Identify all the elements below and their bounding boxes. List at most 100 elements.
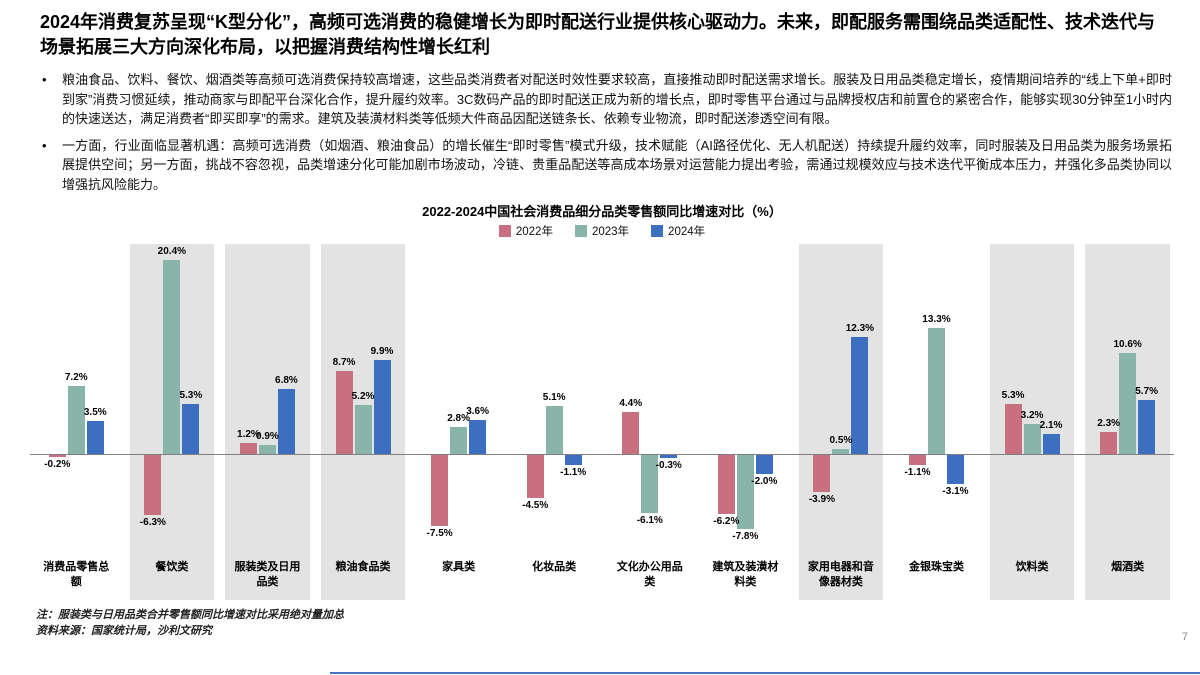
bar-2022年 bbox=[526, 455, 544, 499]
group-plot: -3.9% 0.5% 12.3% bbox=[799, 244, 884, 554]
bar-value-label: 5.3% bbox=[1001, 390, 1025, 402]
bar-value-label: 9.9% bbox=[370, 346, 394, 358]
chart-category-group: 4.4% -6.1% -0.3% 文化办公用品类 bbox=[607, 244, 692, 600]
bullet-text: 一方面，行业面临显著机遇：高频可选消费（如烟酒、粮油食品）的增长催生“即时零售”… bbox=[62, 137, 1172, 192]
legend-swatch bbox=[574, 225, 587, 238]
category-label: 餐饮类 bbox=[155, 561, 189, 574]
bar-value-label: 12.3% bbox=[845, 323, 875, 335]
bar-value-label: -3.9% bbox=[808, 494, 835, 506]
bar-2023年 bbox=[1119, 353, 1137, 455]
group-plot: 5.3% 3.2% 2.1% bbox=[990, 244, 1075, 554]
category-label: 家用电器和音像器材类 bbox=[807, 561, 874, 589]
bar-2023年 bbox=[163, 260, 181, 455]
chart-category-group: -6.3% 20.4% 5.3% 餐饮类 bbox=[129, 244, 215, 601]
bar-value-label: 7.2% bbox=[64, 372, 88, 384]
bar-value-label: -6.2% bbox=[713, 516, 740, 528]
chart-category-group: -6.2% -7.8% -2.0% 建筑及装潢材料类 bbox=[703, 244, 788, 600]
group-plot: -6.2% -7.8% -2.0% bbox=[703, 244, 788, 554]
bar-value-label: 3.5% bbox=[83, 407, 107, 419]
bar-2023年 bbox=[545, 406, 563, 455]
bar-2023年 bbox=[1023, 424, 1041, 455]
chart-plot: -0.2% 7.2% 3.5% 消费品零售总额 -6.3% 20.4% 5.3% 餐饮类 1.2… bbox=[30, 244, 1174, 601]
bar-2023年 bbox=[354, 405, 372, 455]
bar-2022年 bbox=[144, 455, 162, 516]
legend-label: 2024年 bbox=[668, 226, 706, 239]
group-plot: -4.5% 5.1% -1.1% bbox=[512, 244, 597, 554]
bar-value-label: 1.2% bbox=[237, 429, 260, 441]
bar-2023年 bbox=[641, 455, 659, 514]
bar-value-label: 4.4% bbox=[619, 398, 643, 410]
bar-value-label: 2.8% bbox=[447, 413, 470, 425]
bar-value-label: 3.6% bbox=[466, 406, 489, 418]
chart-title: 2022-2024中国社会消费品细分品类零售额同比增速对比（%） bbox=[422, 204, 782, 220]
chart-category-group: -4.5% 5.1% -1.1% 化妆品类 bbox=[512, 244, 597, 600]
bar-chart: 2022-2024中国社会消费品细分品类零售额同比增速对比（%） 2022年 20… bbox=[30, 201, 1174, 601]
chart-legend: 2022年 2023年 2024年 bbox=[34, 223, 1170, 239]
chart-category-group: 2.3% 10.6% 5.7% 烟酒类 bbox=[1085, 244, 1170, 601]
bar-value-label: 5.2% bbox=[351, 391, 375, 403]
legend-label: 2022年 bbox=[515, 226, 553, 239]
bar-2024年 bbox=[86, 421, 104, 455]
zero-axis-line bbox=[30, 454, 1174, 456]
bar-2022年 bbox=[431, 455, 449, 527]
category-label: 饮料类 bbox=[1015, 561, 1049, 574]
category-label: 文化办公用品类 bbox=[616, 561, 683, 589]
bar-2024年 bbox=[851, 337, 869, 455]
bar-2022年 bbox=[908, 455, 926, 466]
bullet-marker: • bbox=[42, 72, 47, 88]
group-plot: -7.5% 2.8% 3.6% bbox=[416, 244, 501, 554]
bar-value-label: 2.3% bbox=[1097, 418, 1121, 430]
bar-2023年 bbox=[450, 427, 468, 455]
bar-value-label: 10.6% bbox=[1113, 339, 1142, 351]
chart-category-group: -0.2% 7.2% 3.5% 消费品零售总额 bbox=[34, 244, 119, 600]
bar-2024年 bbox=[182, 404, 200, 455]
bar-2024年 bbox=[1042, 434, 1060, 455]
bar-value-label: 0.9% bbox=[256, 431, 279, 443]
legend-item: 2024年 bbox=[651, 223, 705, 239]
page-title: 2024年消费复苏呈现“K型分化”，高频可选消费的稳健增长为即时配送行业提供核心… bbox=[40, 12, 1156, 58]
category-label: 服装类及日用品类 bbox=[234, 561, 301, 589]
note-line: 注：服装类与日用品类合并零售额同比增速对比采用绝对量加总 bbox=[36, 609, 344, 622]
bullet-text: 粮油食品、饮料、餐饮、烟酒类等高频可选消费保持较高增速，这些品类消费者对配送时效… bbox=[62, 72, 1172, 127]
bar-value-label: 2.1% bbox=[1039, 420, 1063, 432]
bar-value-label: -6.3% bbox=[139, 517, 166, 529]
group-plot: -1.1% 13.3% -3.1% bbox=[894, 244, 979, 554]
bar-value-label: -4.5% bbox=[522, 500, 549, 512]
bar-value-label: 5.7% bbox=[1135, 386, 1159, 398]
bar-value-label: 3.2% bbox=[1020, 410, 1044, 422]
chart-category-group: -7.5% 2.8% 3.6% 家具类 bbox=[416, 244, 501, 600]
group-plot: -0.2% 7.2% 3.5% bbox=[34, 244, 119, 554]
bar-2022年 bbox=[1100, 432, 1118, 455]
bar-value-label: -1.1% bbox=[904, 467, 931, 479]
chart-category-group: -1.1% 13.3% -3.1% 金银珠宝类 bbox=[894, 244, 979, 600]
bar-value-label: 5.3% bbox=[179, 390, 203, 402]
group-plot: 4.4% -6.1% -0.3% bbox=[607, 244, 692, 554]
bullet-marker: • bbox=[42, 137, 47, 153]
chart-category-group: 5.3% 3.2% 2.1% 饮料类 bbox=[989, 244, 1075, 601]
bar-2024年 bbox=[469, 420, 487, 455]
bar-2022年 bbox=[813, 455, 831, 493]
bar-value-label: -7.5% bbox=[426, 528, 453, 540]
bar-value-label: 5.1% bbox=[542, 392, 566, 404]
group-plot: 8.7% 5.2% 9.9% bbox=[321, 244, 406, 554]
bar-2022年 bbox=[239, 443, 257, 455]
bar-2024年 bbox=[277, 389, 295, 455]
bar-2023年 bbox=[736, 455, 754, 530]
category-label: 建筑及装潢材料类 bbox=[712, 561, 779, 589]
category-label: 消费品零售总额 bbox=[43, 561, 110, 589]
group-plot: -6.3% 20.4% 5.3% bbox=[130, 244, 215, 554]
legend-swatch bbox=[651, 225, 664, 238]
bar-value-label: -0.2% bbox=[44, 459, 71, 471]
chart-category-group: 8.7% 5.2% 9.9% 粮油食品类 bbox=[320, 244, 406, 601]
bar-value-label: 8.7% bbox=[332, 357, 356, 369]
bar-value-label: 13.3% bbox=[922, 314, 951, 326]
bar-value-label: -6.1% bbox=[636, 515, 663, 527]
category-label: 粮油食品类 bbox=[335, 561, 391, 574]
bar-2024年 bbox=[755, 455, 773, 475]
bar-value-label: -2.0% bbox=[751, 476, 778, 488]
group-plot: 2.3% 10.6% 5.7% bbox=[1085, 244, 1170, 554]
footer-notes: 注：服装类与日用品类合并零售额同比增速对比采用绝对量加总 资料来源：国家统计局，… bbox=[0, 600, 1200, 640]
bar-2024年 bbox=[373, 360, 391, 455]
bar-2024年 bbox=[564, 455, 582, 466]
